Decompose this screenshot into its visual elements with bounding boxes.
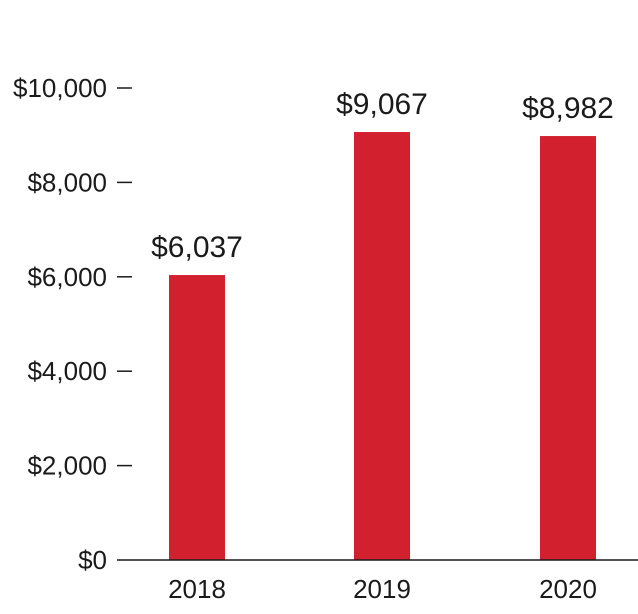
bar-value-labels: $6,037 $9,067 $8,982 [151, 88, 614, 264]
bar-value-label: $6,037 [151, 231, 243, 264]
x-category-label: 2019 [353, 574, 411, 604]
y-tick-label: $2,000 [27, 451, 107, 481]
y-axis: $0 $2,000 $4,000 $6,000 $8,000 $10,000 [13, 73, 132, 575]
y-tick-label: $4,000 [27, 356, 107, 386]
x-category-label: 2020 [539, 574, 597, 604]
y-tick-label: $10,000 [13, 73, 107, 103]
bars [169, 132, 596, 560]
bar-2020 [540, 136, 596, 560]
bar-value-label: $9,067 [336, 88, 428, 121]
bar-2018 [169, 275, 225, 560]
x-category-label: 2018 [168, 574, 226, 604]
y-tick-label: $0 [78, 545, 107, 575]
bar-value-label: $8,982 [522, 92, 614, 125]
bar-2019 [354, 132, 410, 560]
y-tick-label: $6,000 [27, 262, 107, 292]
y-tick-label: $8,000 [27, 167, 107, 197]
x-axis: 2018 2019 2020 [117, 559, 638, 604]
